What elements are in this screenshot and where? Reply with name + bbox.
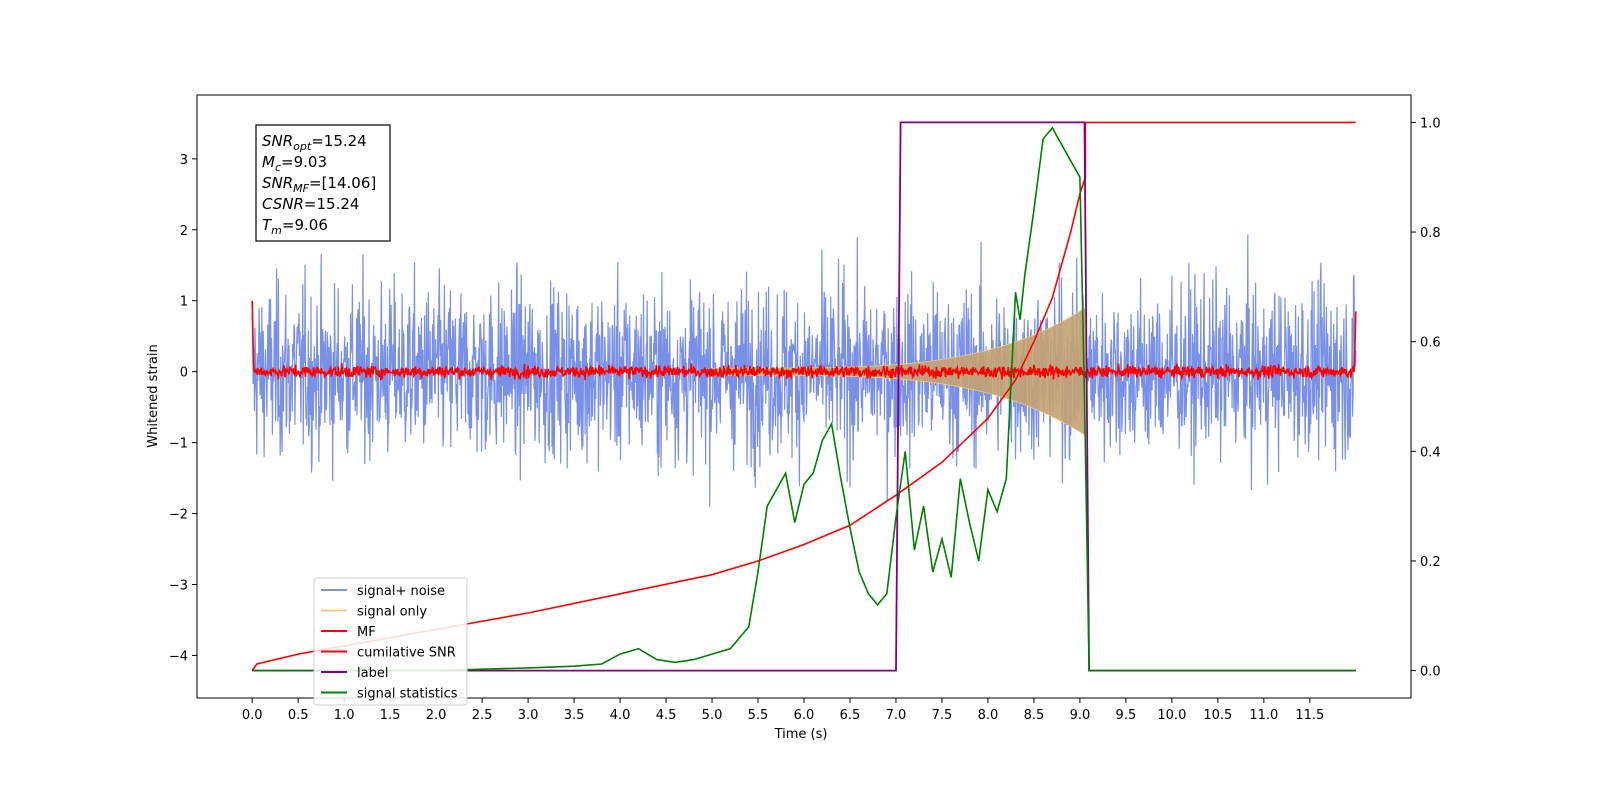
y-tick-label: 0: [180, 366, 188, 381]
legend-entry: cumilative SNR: [357, 646, 456, 661]
legend-frame: [313, 577, 468, 706]
y2-axis-ticks: 0.0 0.2 0.4 0.6 0.8 1.0: [1411, 116, 1441, 680]
y2-tick-label: 0.4: [1420, 445, 1441, 460]
y-tick-label: −3: [169, 578, 188, 593]
legend-entry: signal+ noise: [357, 584, 445, 599]
legend-entry: MF: [357, 625, 376, 640]
y-axis-label: Whitened strain: [146, 344, 161, 447]
x-tick-label: 10.5: [1203, 708, 1232, 723]
x-tick-label: 5.5: [748, 708, 769, 723]
x-axis-ticks: 0.0 0.5 1.0 1.5 2.0 2.5 3.0 3.5 4.0 4.5 5.0 5.5 6.0 6…: [242, 698, 1324, 723]
x-tick-label: 4.0: [610, 708, 631, 723]
x-tick-label: 6.5: [840, 708, 861, 723]
legend-entry: signal only: [357, 605, 427, 620]
y-tick-label: −1: [169, 437, 188, 452]
x-tick-label: 8.0: [978, 708, 999, 723]
y-tick-label: −2: [169, 508, 188, 523]
x-tick-label: 1.5: [380, 708, 401, 723]
annotation-line: Mc=9.03: [262, 153, 327, 174]
legend: signal+ noise signal only MF cumilative SNR…: [313, 577, 468, 706]
x-tick-label: 11.5: [1295, 708, 1324, 723]
annotation-line: CSNR=15.24: [262, 195, 359, 213]
annotation-frame: [255, 124, 391, 242]
y2-tick-label: 1.0: [1420, 116, 1441, 131]
series-mf: [251, 300, 1357, 381]
legend-entry: signal statistics: [357, 687, 458, 702]
y-tick-label: 2: [180, 224, 188, 239]
plot-area: [251, 121, 1357, 672]
x-tick-label: 3.5: [564, 708, 585, 723]
x-tick-label: 6.0: [794, 708, 815, 723]
legend-entry: label: [357, 666, 388, 681]
x-tick-label: 2.5: [472, 708, 493, 723]
annotation-box: SNRopt=15.24Mc=9.03SNRMF=[14.06]CSNR=15.…: [255, 124, 391, 242]
y-tick-label: −4: [169, 649, 188, 664]
y-tick-label: 1: [180, 295, 188, 310]
y2-tick-label: 0.6: [1420, 336, 1441, 351]
annotation-line: SNRMF=[14.06]: [262, 174, 376, 195]
x-tick-label: 1.0: [334, 708, 355, 723]
y2-tick-label: 0.0: [1420, 665, 1441, 680]
x-tick-label: 9.5: [1116, 708, 1137, 723]
y2-tick-label: 0.8: [1420, 226, 1441, 241]
y-tick-label: 3: [180, 153, 188, 168]
x-tick-label: 2.0: [426, 708, 447, 723]
x-tick-label: 5.0: [702, 708, 723, 723]
annotation-line: Tm=9.06: [262, 216, 328, 237]
x-tick-label: 0.5: [288, 708, 309, 723]
x-tick-label: 9.0: [1070, 708, 1091, 723]
x-tick-label: 4.5: [656, 708, 677, 723]
x-tick-label: 7.0: [886, 708, 907, 723]
x-tick-label: 10.0: [1157, 708, 1186, 723]
x-tick-label: 0.0: [242, 708, 263, 723]
y-axis-ticks: −4 −3 −2 −1 0 1 2 3: [169, 153, 197, 664]
y2-tick-label: 0.2: [1420, 555, 1441, 570]
series-signal-noise: [251, 234, 1357, 507]
x-tick-label: 8.5: [1024, 708, 1045, 723]
x-tick-label: 7.5: [932, 708, 953, 723]
x-axis-label: Time (s): [774, 727, 828, 742]
x-tick-label: 3.0: [518, 708, 539, 723]
x-tick-label: 11.0: [1249, 708, 1278, 723]
series-signal-statistics: [252, 126, 1356, 672]
annotation-line: SNRopt=15.24: [262, 132, 367, 153]
